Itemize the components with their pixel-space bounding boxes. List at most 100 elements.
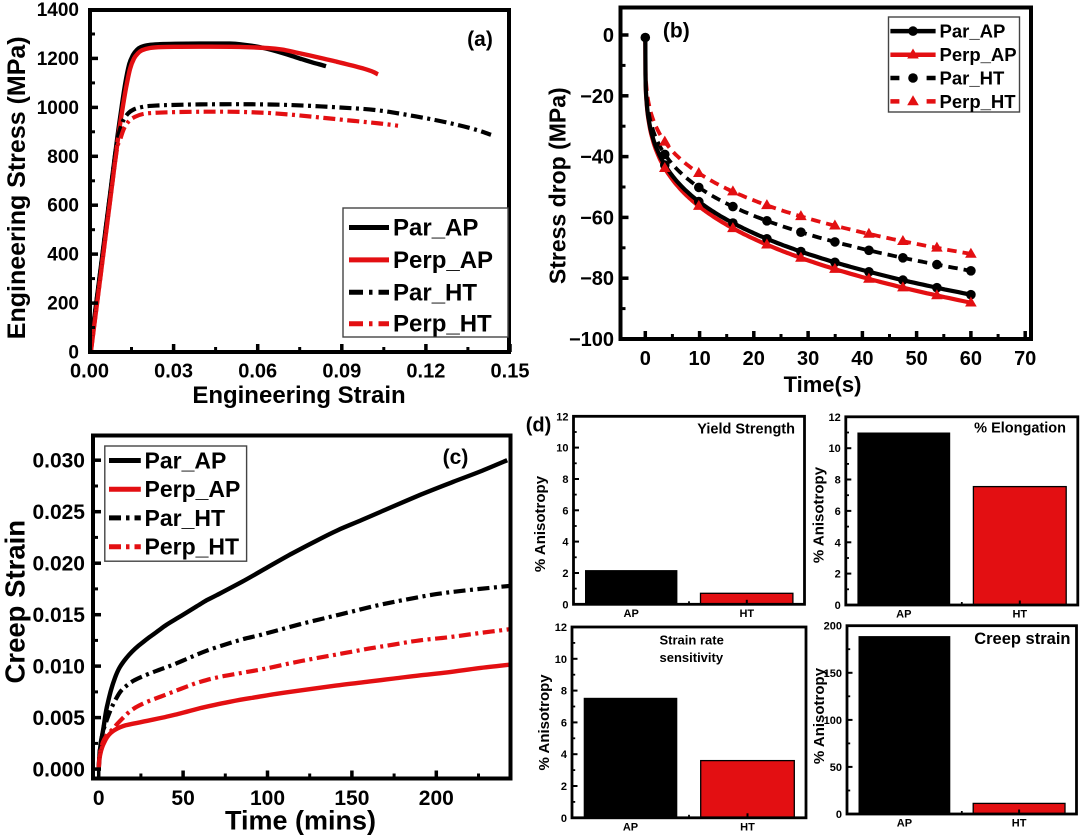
svg-text:50: 50 [905, 348, 927, 370]
svg-text:0.000: 0.000 [32, 759, 85, 782]
svg-text:0.06: 0.06 [238, 361, 277, 383]
svg-text:−80: −80 [580, 268, 614, 290]
svg-text:2: 2 [562, 568, 568, 580]
svg-text:70: 70 [1014, 348, 1036, 370]
svg-text:Par_AP: Par_AP [940, 21, 1006, 42]
svg-text:% Anisotropy: % Anisotropy [811, 667, 828, 764]
svg-text:40: 40 [851, 348, 873, 370]
svg-text:10: 10 [829, 443, 841, 455]
svg-text:150: 150 [334, 787, 369, 810]
svg-text:0.015: 0.015 [32, 604, 85, 627]
svg-text:AP: AP [624, 608, 639, 620]
svg-text:1400: 1400 [37, 0, 79, 21]
svg-text:6: 6 [562, 505, 568, 517]
svg-text:Creep Strain: Creep Strain [0, 520, 31, 684]
svg-text:4: 4 [835, 537, 842, 549]
svg-text:12: 12 [829, 412, 841, 424]
svg-text:Engineering Stress (MPa): Engineering Stress (MPa) [3, 36, 31, 339]
svg-text:0.025: 0.025 [32, 501, 85, 524]
svg-text:Perp_AP: Perp_AP [393, 247, 493, 274]
svg-text:0: 0 [562, 599, 568, 611]
svg-text:0.005: 0.005 [32, 707, 85, 730]
svg-text:200: 200 [824, 621, 842, 633]
svg-text:Perp_HT: Perp_HT [393, 311, 492, 338]
svg-text:0.00: 0.00 [70, 361, 109, 383]
svg-text:(d): (d) [526, 415, 552, 437]
svg-text:sensitivity: sensitivity [660, 650, 724, 665]
svg-text:−40: −40 [580, 147, 614, 169]
svg-text:200: 200 [419, 787, 454, 810]
svg-text:8: 8 [835, 475, 841, 487]
svg-text:100: 100 [824, 715, 842, 727]
svg-text:600: 600 [47, 196, 79, 217]
svg-text:1000: 1000 [37, 98, 79, 119]
svg-text:Par_AP: Par_AP [145, 448, 227, 474]
svg-text:10: 10 [555, 654, 567, 666]
svg-text:Stress drop (MPa): Stress drop (MPa) [545, 87, 571, 284]
svg-text:Par_AP: Par_AP [393, 215, 478, 242]
svg-text:800: 800 [47, 147, 79, 168]
svg-text:400: 400 [47, 245, 79, 266]
svg-text:100: 100 [250, 787, 285, 810]
svg-text:0: 0 [561, 813, 567, 825]
svg-text:1200: 1200 [37, 49, 79, 70]
svg-text:Engineering Strain: Engineering Strain [192, 382, 405, 409]
svg-text:Time(s): Time(s) [784, 372, 862, 397]
svg-text:0: 0 [836, 809, 842, 821]
svg-text:HT: HT [740, 822, 755, 834]
svg-text:12: 12 [555, 622, 567, 634]
svg-text:Time (mins): Time (mins) [225, 806, 376, 836]
svg-text:10: 10 [556, 443, 568, 455]
svg-text:HT: HT [739, 608, 754, 620]
svg-text:12: 12 [556, 411, 568, 423]
svg-text:0.12: 0.12 [406, 361, 445, 383]
svg-text:0.030: 0.030 [32, 450, 85, 473]
svg-text:200: 200 [47, 294, 79, 315]
svg-text:(c): (c) [443, 446, 469, 469]
svg-text:150: 150 [824, 668, 842, 680]
svg-text:HT: HT [1012, 818, 1027, 830]
svg-text:0.09: 0.09 [322, 361, 361, 383]
svg-text:Perp_HT: Perp_HT [145, 534, 240, 560]
svg-text:6: 6 [835, 506, 841, 518]
svg-text:2: 2 [835, 569, 841, 581]
svg-text:10: 10 [688, 348, 710, 370]
svg-text:0.010: 0.010 [32, 656, 85, 679]
svg-text:HT: HT [1012, 609, 1027, 621]
svg-text:0.15: 0.15 [491, 361, 530, 383]
svg-text:4: 4 [561, 749, 568, 761]
svg-text:50: 50 [171, 787, 194, 810]
svg-text:0: 0 [835, 600, 841, 612]
svg-text:0: 0 [640, 348, 651, 370]
svg-text:(b): (b) [663, 20, 690, 43]
svg-text:AP: AP [896, 609, 911, 621]
svg-text:0.03: 0.03 [154, 361, 193, 383]
svg-text:AP: AP [623, 822, 638, 834]
svg-text:6: 6 [561, 717, 567, 729]
svg-text:Perp_AP: Perp_AP [940, 44, 1017, 65]
svg-text:% Anisotropy: % Anisotropy [532, 475, 549, 572]
svg-text:Perp_HT: Perp_HT [940, 91, 1017, 112]
svg-text:8: 8 [561, 686, 567, 698]
svg-text:(a): (a) [467, 28, 493, 51]
svg-text:0.020: 0.020 [32, 553, 85, 576]
svg-text:2: 2 [561, 781, 567, 793]
svg-text:0: 0 [93, 787, 105, 810]
svg-text:Par_HT: Par_HT [393, 279, 477, 306]
svg-text:Creep strain: Creep strain [974, 630, 1070, 648]
svg-text:Perp_AP: Perp_AP [145, 476, 241, 502]
svg-text:4: 4 [562, 537, 569, 549]
svg-text:0: 0 [68, 343, 79, 364]
svg-text:Par_HT: Par_HT [145, 505, 226, 531]
svg-text:Yield Strength: Yield Strength [697, 422, 795, 438]
svg-text:60: 60 [960, 348, 982, 370]
svg-text:−20: −20 [580, 86, 614, 108]
svg-text:−100: −100 [569, 329, 614, 351]
svg-text:0: 0 [603, 25, 614, 47]
svg-text:AP: AP [897, 818, 912, 830]
svg-text:50: 50 [830, 762, 842, 774]
svg-text:% Anisotropy: % Anisotropy [536, 674, 553, 771]
svg-text:20: 20 [743, 348, 765, 370]
svg-text:30: 30 [797, 348, 819, 370]
svg-text:8: 8 [562, 474, 568, 486]
